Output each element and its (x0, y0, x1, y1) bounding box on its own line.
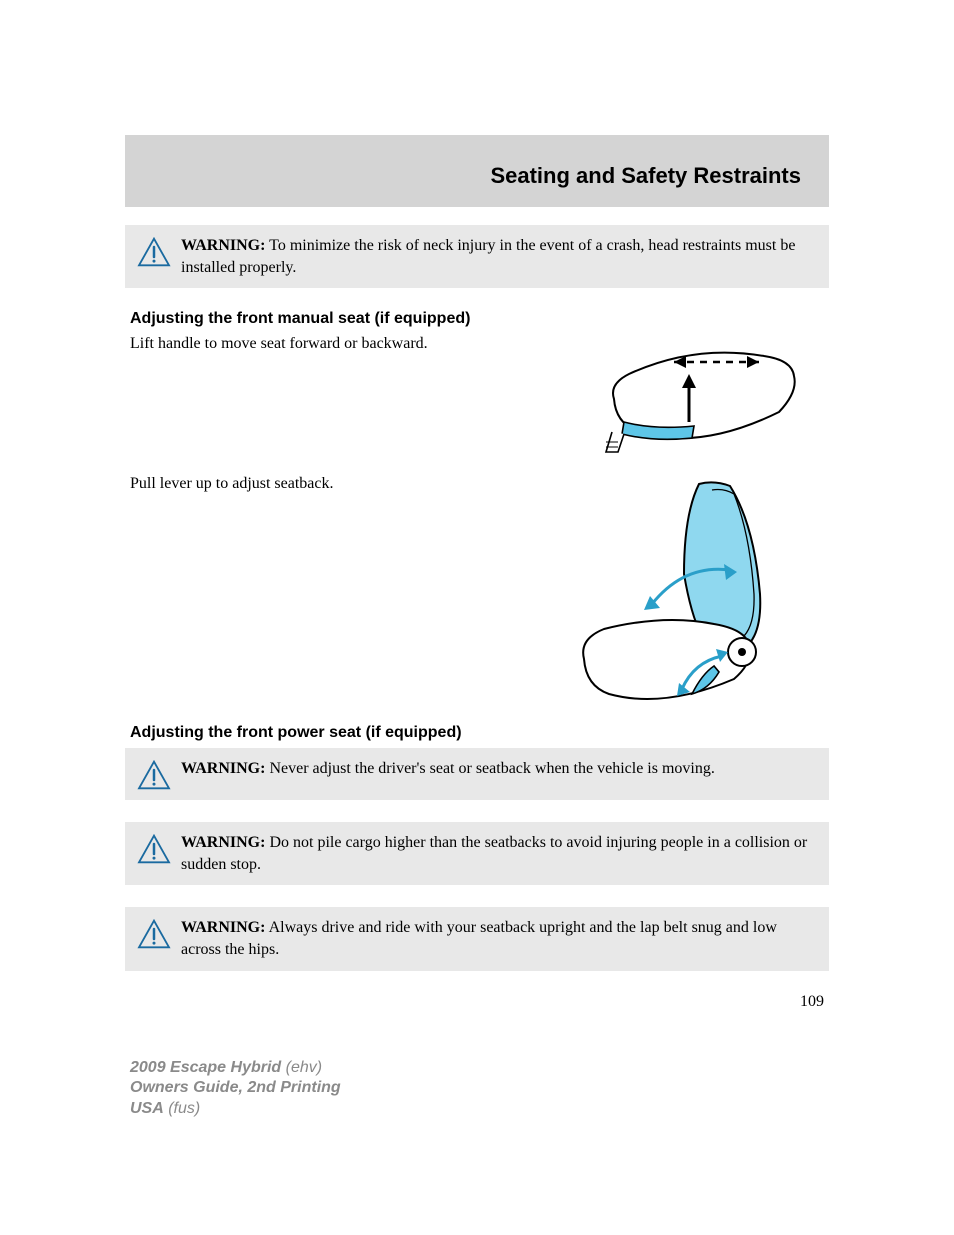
footer-guide: Owners Guide, 2nd Printing (130, 1078, 341, 1099)
page-number: 109 (130, 993, 824, 1011)
warning-triangle-icon (137, 834, 171, 864)
section-header: Seating and Safety Restraints (125, 135, 829, 207)
subheading-power: Adjusting the front power seat (if equip… (130, 724, 824, 742)
warning-box-4: WARNING: Always drive and ride with your… (125, 907, 829, 970)
warning-body-4: Always drive and ride with your seatback… (181, 919, 777, 958)
instruction-lift-handle: Lift handle to move seat forward or back… (130, 334, 584, 355)
warning-label: WARNING: (181, 919, 265, 936)
warning-body-1: To minimize the risk of neck injury in t… (181, 237, 795, 276)
warning-text-4: WARNING: Always drive and ride with your… (181, 917, 817, 960)
warning-label: WARNING: (181, 237, 265, 254)
warning-box-3: WARNING: Do not pile cargo higher than t… (125, 822, 829, 885)
warning-triangle-icon (137, 760, 171, 790)
warning-text-1: WARNING: To minimize the risk of neck in… (181, 235, 817, 278)
warning-triangle-icon (137, 237, 171, 267)
footer-region-code: (fus) (164, 1100, 200, 1117)
warning-box-2: WARNING: Never adjust the driver's seat … (125, 748, 829, 800)
instruction-row-1: Lift handle to move seat forward or back… (130, 334, 824, 464)
seatback-adjust-illustration (544, 474, 824, 714)
warning-body-3: Do not pile cargo higher than the seatba… (181, 834, 807, 873)
footer: 2009 Escape Hybrid (ehv) Owners Guide, 2… (130, 1058, 341, 1120)
warning-box-1: WARNING: To minimize the risk of neck in… (125, 225, 829, 288)
warning-body-2: Never adjust the driver's seat or seatba… (269, 760, 714, 777)
subheading-manual: Adjusting the front manual seat (if equi… (130, 310, 824, 328)
footer-model: 2009 Escape Hybrid (130, 1059, 281, 1076)
warning-label: WARNING: (181, 834, 265, 851)
instruction-row-2: Pull lever up to adjust seatback. (130, 474, 824, 714)
warning-text-3: WARNING: Do not pile cargo higher than t… (181, 832, 817, 875)
footer-region: USA (130, 1100, 164, 1117)
warning-label: WARNING: (181, 760, 265, 777)
warning-triangle-icon (137, 919, 171, 949)
footer-model-code: (ehv) (281, 1059, 322, 1076)
warning-text-2: WARNING: Never adjust the driver's seat … (181, 758, 715, 780)
instruction-pull-lever: Pull lever up to adjust seatback. (130, 474, 544, 495)
seat-slide-illustration (584, 334, 824, 464)
page-content: Seating and Safety Restraints WARNING: T… (0, 0, 954, 1011)
